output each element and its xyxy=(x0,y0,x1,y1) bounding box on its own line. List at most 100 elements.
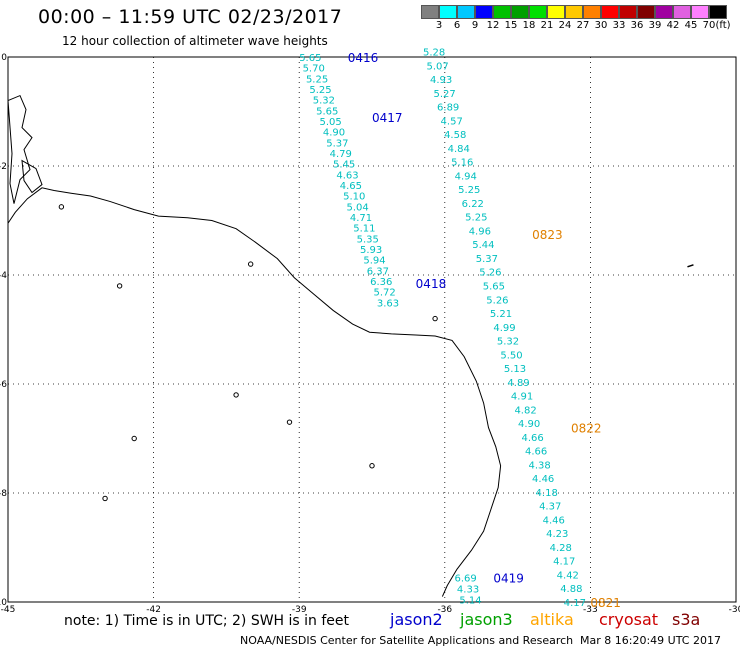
color-scale-label: 42 xyxy=(666,20,680,31)
x-tick-label: -45 xyxy=(1,605,16,615)
wave-height-value: 4.66 xyxy=(525,447,547,458)
color-scale-label: (ft) xyxy=(715,20,731,31)
y-tick-label: -2 xyxy=(0,162,7,172)
island-cluster xyxy=(21,159,43,194)
wave-height-value: 4.84 xyxy=(448,144,470,155)
wave-height-value: 4.88 xyxy=(560,584,582,595)
wave-height-value: 5.28 xyxy=(423,48,445,59)
wave-height-value: 4.89 xyxy=(507,378,529,389)
color-scale-label: 15 xyxy=(504,20,518,31)
wave-height-value: 5.93 xyxy=(360,245,382,256)
color-scale-label: 12 xyxy=(486,20,500,31)
map-frame xyxy=(7,56,737,603)
wave-height-value: 5.14 xyxy=(459,595,481,606)
small-island xyxy=(58,204,65,210)
wave-height-value: 4.90 xyxy=(323,128,345,139)
color-swatch xyxy=(673,5,691,19)
pass-time-label: 0823 xyxy=(532,228,563,242)
y-tick-label: 0 xyxy=(1,53,7,63)
y-tick-label: -10 xyxy=(0,598,7,608)
color-scale-label: 70 xyxy=(702,20,716,31)
wave-height-value: 6.69 xyxy=(455,573,477,584)
wave-height-value: 5.25 xyxy=(458,185,480,196)
color-scale-label: 45 xyxy=(684,20,698,31)
wave-height-value: 4.33 xyxy=(457,584,479,595)
color-scale-label: 18 xyxy=(522,20,536,31)
color-swatch xyxy=(529,5,547,19)
wave-height-value: 5.04 xyxy=(346,202,368,213)
x-tick-label: -42 xyxy=(146,605,161,615)
color-scale-label: 3 xyxy=(435,20,443,31)
wave-height-value: 5.26 xyxy=(486,295,508,306)
small-island xyxy=(432,315,438,322)
wave-height-value: 4.82 xyxy=(514,405,536,416)
wave-height-value: 4.37 xyxy=(539,502,561,513)
wave-height-value: 4.58 xyxy=(444,130,466,141)
wave-height-value: 5.32 xyxy=(497,337,519,348)
wave-height-value: 5.10 xyxy=(343,192,365,203)
color-swatch xyxy=(493,5,511,19)
wave-height-value: 4.90 xyxy=(518,419,540,430)
wave-height-value: 3.63 xyxy=(377,298,399,309)
wave-height-value: 5.25 xyxy=(306,74,328,85)
color-swatch xyxy=(655,5,673,19)
map-subtitle: 12 hour collection of altimeter wave hei… xyxy=(62,34,328,48)
wave-height-value: 5.27 xyxy=(434,89,456,100)
wave-height-value: 5.26 xyxy=(479,268,501,279)
satellite-jason3: jason3 xyxy=(460,610,513,629)
wave-height-value: 5.25 xyxy=(465,213,487,224)
wave-height-value: 6.37 xyxy=(367,266,389,277)
wave-height-value: 5.65 xyxy=(483,281,505,292)
wave-height-value: 4.17 xyxy=(564,598,586,609)
footer-credit: NOAA/NESDIS Center for Satellite Applica… xyxy=(240,634,574,647)
island-cluster xyxy=(7,94,33,204)
wave-height-value: 4.71 xyxy=(350,213,372,224)
wave-height-value: 5.94 xyxy=(363,256,385,267)
wave-height-value: 5.65 xyxy=(299,53,321,64)
color-scale-label: 30 xyxy=(594,20,608,31)
wave-height-value: 4.93 xyxy=(430,75,452,86)
pass-time-label: 0822 xyxy=(571,422,602,436)
color-swatch xyxy=(547,5,565,19)
color-swatch xyxy=(583,5,601,19)
wave-height-value: 4.94 xyxy=(455,171,477,182)
color-swatch xyxy=(475,5,493,19)
color-scale-label: 24 xyxy=(558,20,572,31)
wave-height-value: 4.23 xyxy=(546,529,568,540)
y-tick-label: -4 xyxy=(0,271,7,281)
color-scale-label: 6 xyxy=(453,20,461,31)
wave-height-value: 4.38 xyxy=(529,460,551,471)
wave-height-value: 5.32 xyxy=(313,96,335,107)
wave-height-value: 5.05 xyxy=(319,117,341,128)
fernando-de-noronha xyxy=(687,264,694,268)
color-swatch xyxy=(619,5,637,19)
wave-height-value: 5.21 xyxy=(490,309,512,320)
color-swatch xyxy=(457,5,475,19)
small-island xyxy=(286,419,293,425)
wave-height-value: 5.37 xyxy=(326,138,348,149)
wave-height-value: 4.96 xyxy=(469,226,491,237)
wave-height-value: 5.72 xyxy=(373,288,395,299)
wave-height-value: 5.65 xyxy=(316,106,338,117)
pass-time-label: 0419 xyxy=(493,571,524,585)
y-tick-label: -6 xyxy=(0,380,7,390)
wave-height-value: 4.42 xyxy=(557,570,579,581)
wave-height-value: 4.17 xyxy=(553,557,575,568)
footer-timestamp: Mar 8 16:20:49 UTC 2017 xyxy=(580,634,721,647)
wave-height-value: 5.35 xyxy=(357,234,379,245)
wave-height-value: 4.91 xyxy=(511,392,533,403)
wave-height-value: 5.25 xyxy=(309,85,331,96)
y-tick-label: -8 xyxy=(0,489,7,499)
color-scale-label: 27 xyxy=(576,20,590,31)
pass-time-label: 0418 xyxy=(416,277,447,291)
color-scale-label: 36 xyxy=(630,20,644,31)
wave-height-value: 5.50 xyxy=(500,350,522,361)
color-swatch xyxy=(565,5,583,19)
color-scale-label: 39 xyxy=(648,20,662,31)
color-swatch xyxy=(511,5,529,19)
small-island xyxy=(247,261,254,267)
pass-time-label: 0821 xyxy=(590,596,621,610)
color-scale-label: 9 xyxy=(471,20,479,31)
satellite-cryosat: cryosat xyxy=(599,610,659,629)
